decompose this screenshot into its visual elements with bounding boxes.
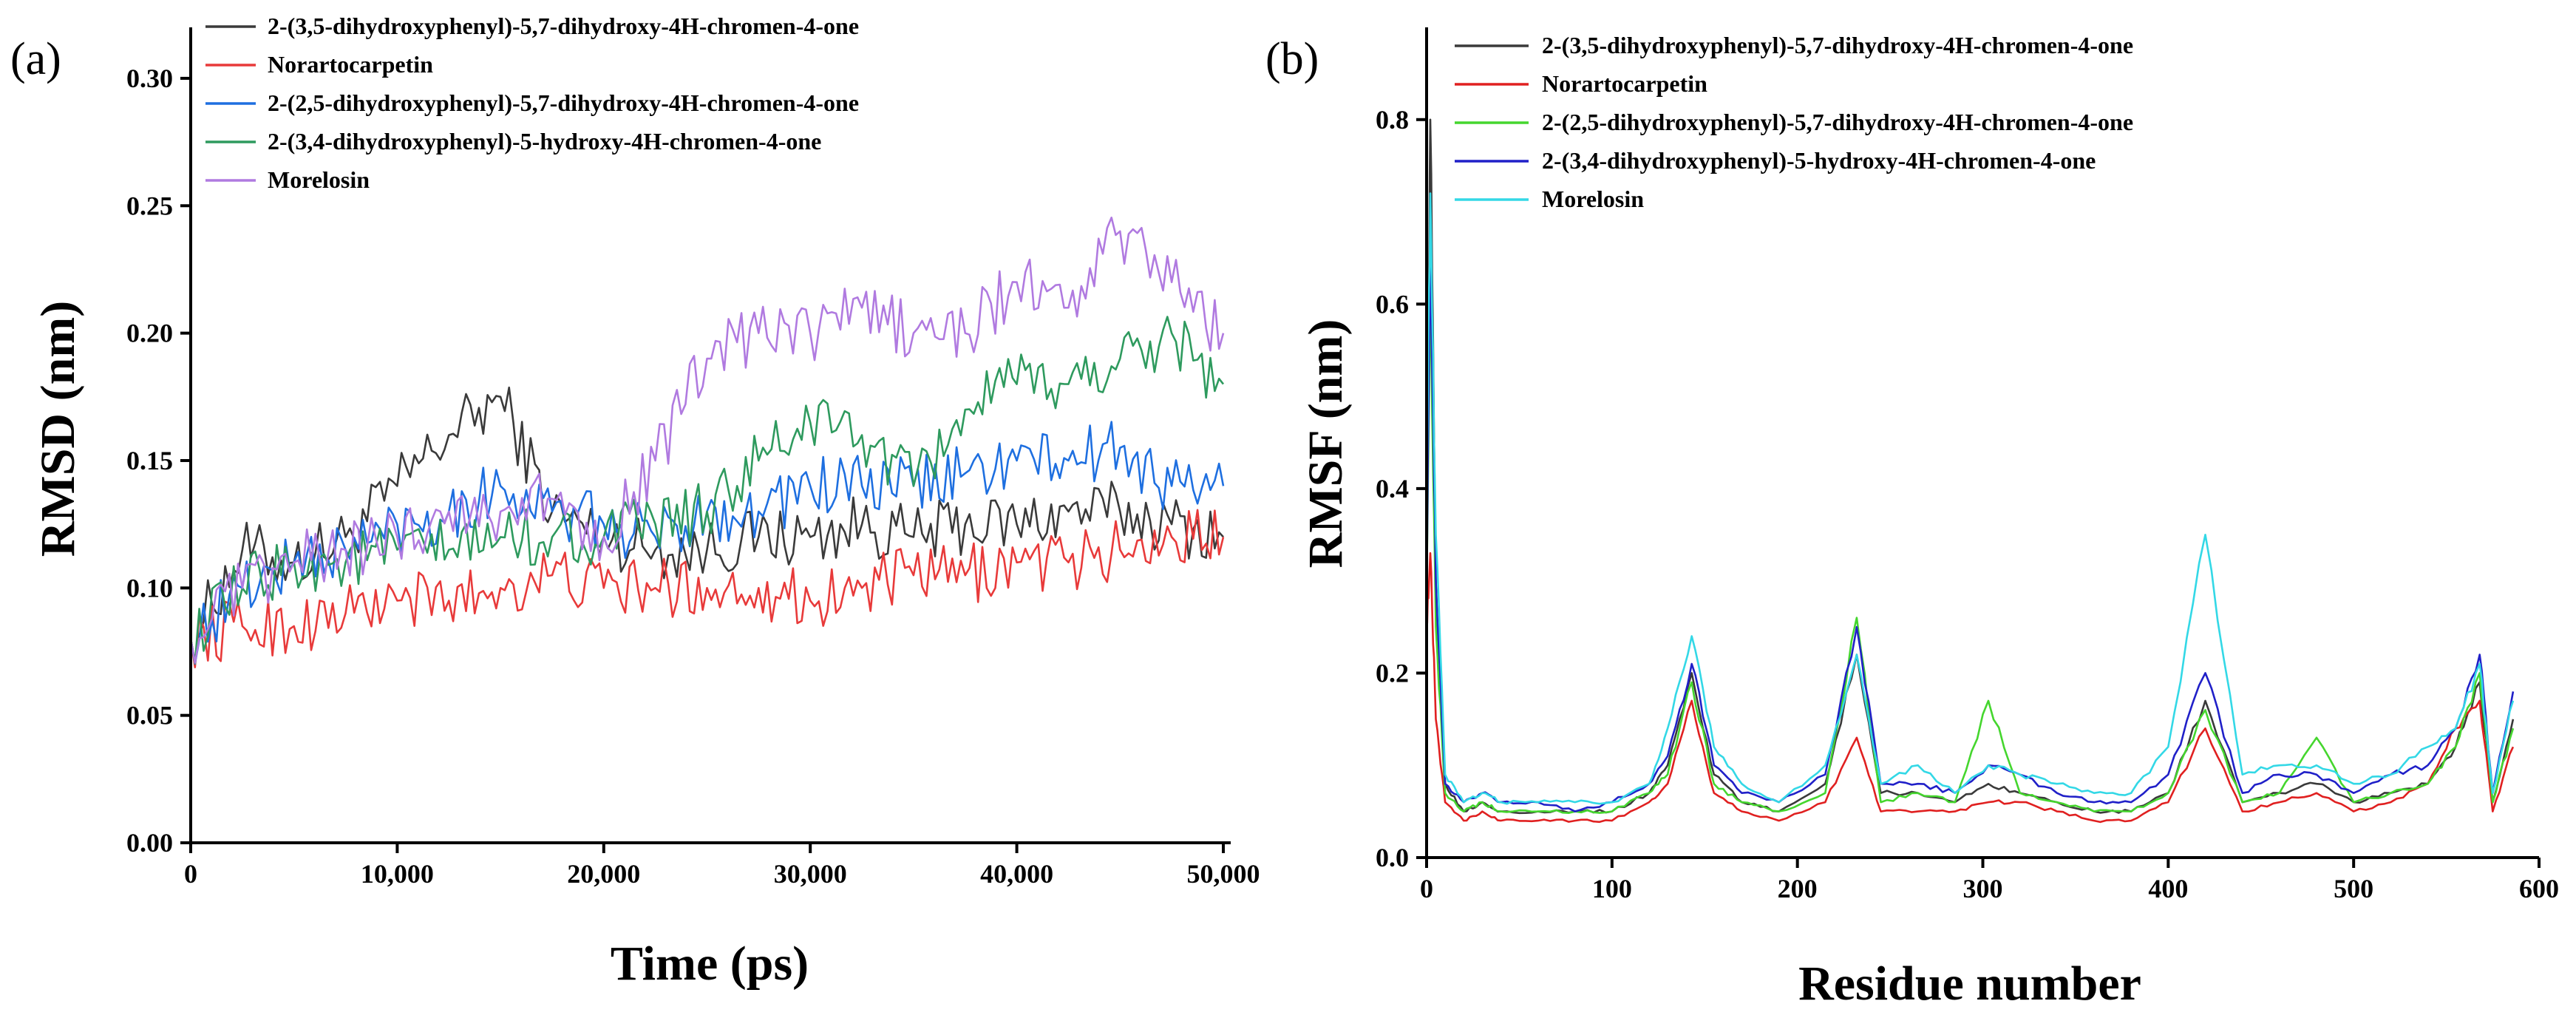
y-tick-label: 0.15: [126, 446, 173, 475]
y-tick-label: 0.2: [1376, 658, 1409, 688]
y-tick-label: 0.00: [126, 828, 173, 858]
legend-label: 2-(2,5-dihydroxyphenyl)-5,7-dihydroxy-4H…: [268, 89, 859, 116]
series-line-1: [189, 386, 1224, 663]
panel-a-series-lines: [189, 217, 1225, 668]
legend-label: 2-(3,5-dihydroxyphenyl)-5,7-dihydroxy-4H…: [268, 13, 859, 39]
x-tick-label: 100: [1592, 874, 1632, 903]
legend-label: 2-(3,4-dihydroxyphenyl)-5-hydroxy-4H-chr…: [268, 128, 821, 155]
y-tick-label: 0.05: [126, 701, 173, 730]
panel-b-y-axis-title: RMSF (nm): [1299, 319, 1353, 569]
series-line-3: [1425, 303, 2515, 814]
x-tick-label: 500: [2334, 874, 2373, 903]
panel-b-x-axis-title: Residue number: [1798, 957, 2141, 1011]
y-tick-label: 0.8: [1376, 105, 1409, 135]
panel-a-y-ticks: 0.00 0.05 0.10 0.15 0.20 0.25 0.30: [126, 64, 191, 858]
x-tick-label: 200: [1778, 874, 1818, 903]
legend-label: 2-(3,5-dihydroxyphenyl)-5,7-dihydroxy-4H…: [1542, 32, 2133, 58]
panel-a-x-ticks: 0 10,000 20,000 30,000 40,000 50,000: [184, 843, 1260, 889]
panel-a: (a) 0 10,000 20,000 30,000 40,000 50,000 0.00…: [10, 13, 1260, 991]
panel-b-letter: (b): [1265, 34, 1319, 84]
panel-a-x-axis-title: Time (ps): [611, 937, 809, 991]
legend-label: 2-(2,5-dihydroxyphenyl)-5,7-dihydroxy-4H…: [1542, 109, 2133, 135]
x-tick-label: 0: [184, 859, 197, 889]
y-tick-label: 0.25: [126, 191, 173, 220]
x-tick-label: 20,000: [567, 859, 640, 889]
series-line-1: [1425, 118, 2515, 815]
panel-b-legend: 2-(3,5-dihydroxyphenyl)-5,7-dihydroxy-4H…: [1455, 32, 2133, 212]
panel-b-x-ticks: 0 100 200 300 400 500 600: [1420, 858, 2559, 903]
panel-b-series-lines: [1425, 118, 2515, 824]
y-tick-label: 0.6: [1376, 289, 1409, 319]
series-line-2: [1425, 552, 2515, 824]
series-line-5: [1425, 192, 2515, 805]
panel-b-y-ticks: 0.0 0.2 0.4 0.6 0.8: [1376, 105, 1427, 872]
series-line-5: [189, 217, 1225, 664]
y-tick-label: 0.10: [126, 573, 173, 603]
series-line-4: [189, 316, 1225, 665]
x-tick-label: 50,000: [1187, 859, 1260, 889]
legend-label: Morelosin: [1542, 186, 1644, 212]
legend-label: Norartocarpetin: [1542, 70, 1707, 97]
y-tick-label: 0.20: [126, 319, 173, 348]
series-line-4: [1425, 257, 2515, 812]
x-tick-label: 40,000: [980, 859, 1053, 889]
panel-a-letter: (a): [10, 34, 61, 84]
panel-a-y-axis-title: RMSD (nm): [31, 301, 85, 557]
y-tick-label: 0.4: [1376, 474, 1409, 503]
series-line-3: [189, 421, 1225, 665]
legend-label: 2-(3,4-dihydroxyphenyl)-5-hydroxy-4H-chr…: [1542, 147, 2096, 174]
series-line-2: [189, 509, 1225, 668]
y-tick-label: 0.30: [126, 64, 173, 93]
panel-b: (b) 0 100 200 300 400 500 600 0.00.20.40.60.8 …: [1265, 27, 2559, 1011]
x-tick-label: 400: [2148, 874, 2188, 903]
panel-a-legend: 2-(3,5-dihydroxyphenyl)-5,7-dihydroxy-4H…: [205, 13, 859, 193]
x-tick-label: 30,000: [774, 859, 847, 889]
x-tick-label: 10,000: [361, 859, 434, 889]
x-tick-label: 0: [1420, 874, 1433, 903]
y-tick-label: 0.0: [1376, 843, 1409, 872]
legend-label: Morelosin: [268, 166, 370, 193]
x-tick-label: 300: [1963, 874, 2003, 903]
x-tick-label: 600: [2519, 874, 2559, 903]
legend-label: Norartocarpetin: [268, 51, 433, 78]
